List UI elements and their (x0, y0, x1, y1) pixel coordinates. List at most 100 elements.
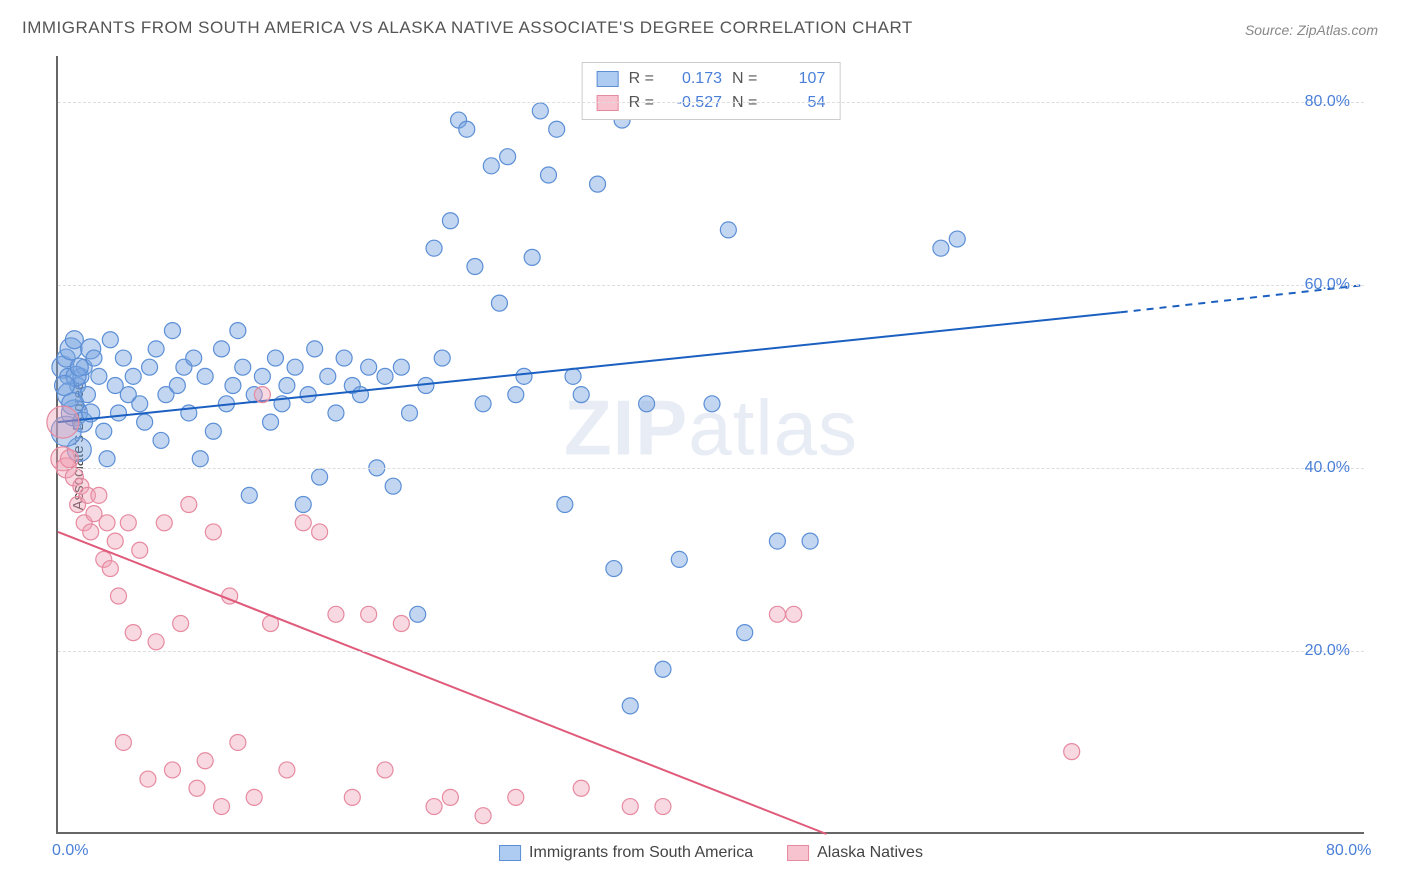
scatter-point (393, 615, 409, 631)
scatter-point (83, 524, 99, 540)
legend-swatch (499, 845, 521, 861)
scatter-point (102, 561, 118, 577)
r-label: R = (629, 67, 654, 91)
scatter-point (606, 561, 622, 577)
x-tick-label: 80.0% (1326, 842, 1371, 860)
scatter-point (47, 406, 79, 438)
scatter-point (263, 414, 279, 430)
scatter-point (442, 213, 458, 229)
scatter-point (137, 414, 153, 430)
scatter-point (393, 359, 409, 375)
scatter-point (186, 350, 202, 366)
scatter-point (737, 625, 753, 641)
scatter-point (442, 789, 458, 805)
scatter-point (140, 771, 156, 787)
scatter-point (125, 625, 141, 641)
scatter-point (125, 368, 141, 384)
scatter-point (132, 542, 148, 558)
scatter-point (55, 376, 75, 396)
chart-title: IMMIGRANTS FROM SOUTH AMERICA VS ALASKA … (22, 18, 913, 38)
scatter-point (197, 368, 213, 384)
scatter-point (352, 387, 368, 403)
scatter-svg (58, 56, 1364, 832)
legend-swatch (787, 845, 809, 861)
scatter-point (225, 378, 241, 394)
scatter-point (459, 121, 475, 137)
scatter-point (786, 606, 802, 622)
scatter-point (328, 405, 344, 421)
legend-label: Immigrants from South America (529, 844, 753, 862)
y-tick-label: 80.0% (1305, 93, 1350, 111)
scatter-point (491, 295, 507, 311)
y-tick-label: 20.0% (1305, 642, 1350, 660)
scatter-point (115, 734, 131, 750)
gridline (58, 102, 1364, 103)
scatter-point (434, 350, 450, 366)
gridline (58, 285, 1364, 286)
scatter-point (933, 240, 949, 256)
scatter-point (96, 423, 112, 439)
gridline (58, 651, 1364, 652)
scatter-point (235, 359, 251, 375)
scatter-point (655, 661, 671, 677)
scatter-point (361, 606, 377, 622)
scatter-point (516, 368, 532, 384)
scatter-point (99, 515, 115, 531)
scatter-point (475, 808, 491, 824)
plot-area: ZIPatlas R =0.173N =107R =-0.527N =54 Im… (56, 56, 1364, 834)
scatter-point (508, 387, 524, 403)
scatter-point (110, 588, 126, 604)
n-label: N = (732, 91, 757, 115)
scatter-point (622, 799, 638, 815)
scatter-point (230, 323, 246, 339)
scatter-point (532, 103, 548, 119)
scatter-point (500, 149, 516, 165)
scatter-point (246, 789, 262, 805)
scatter-point (164, 762, 180, 778)
scatter-point (115, 350, 131, 366)
r-value: 0.173 (664, 67, 722, 91)
scatter-point (671, 551, 687, 567)
scatter-point (377, 368, 393, 384)
legend-bottom: Immigrants from South America Alaska Nati… (499, 844, 923, 862)
scatter-point (475, 396, 491, 412)
scatter-point (181, 496, 197, 512)
x-tick-label: 0.0% (52, 842, 88, 860)
scatter-point (189, 780, 205, 796)
legend-swatch (597, 95, 619, 111)
scatter-point (557, 496, 573, 512)
scatter-point (622, 698, 638, 714)
scatter-point (344, 789, 360, 805)
scatter-point (267, 350, 283, 366)
scatter-point (205, 524, 221, 540)
scatter-point (214, 341, 230, 357)
trend-line (58, 532, 826, 834)
r-value: -0.527 (664, 91, 722, 115)
scatter-point (385, 478, 401, 494)
legend-swatch (597, 71, 619, 87)
scatter-point (573, 780, 589, 796)
scatter-point (336, 350, 352, 366)
scatter-point (279, 762, 295, 778)
scatter-point (565, 368, 581, 384)
legend-stats-row: R =0.173N =107 (597, 67, 826, 91)
scatter-point (704, 396, 720, 412)
scatter-point (192, 451, 208, 467)
scatter-point (410, 606, 426, 622)
scatter-point (802, 533, 818, 549)
scatter-point (173, 615, 189, 631)
scatter-point (279, 378, 295, 394)
scatter-point (508, 789, 524, 805)
scatter-point (573, 387, 589, 403)
scatter-point (132, 396, 148, 412)
scatter-point (205, 423, 221, 439)
scatter-point (169, 378, 185, 394)
scatter-point (361, 359, 377, 375)
y-tick-label: 40.0% (1305, 459, 1350, 477)
legend-label: Alaska Natives (817, 844, 923, 862)
scatter-point (590, 176, 606, 192)
scatter-point (312, 469, 328, 485)
scatter-point (720, 222, 736, 238)
legend-item: Immigrants from South America (499, 844, 753, 862)
scatter-point (142, 359, 158, 375)
